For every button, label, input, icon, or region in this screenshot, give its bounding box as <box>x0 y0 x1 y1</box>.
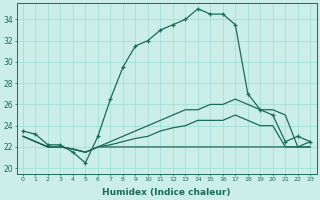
X-axis label: Humidex (Indice chaleur): Humidex (Indice chaleur) <box>102 188 231 197</box>
